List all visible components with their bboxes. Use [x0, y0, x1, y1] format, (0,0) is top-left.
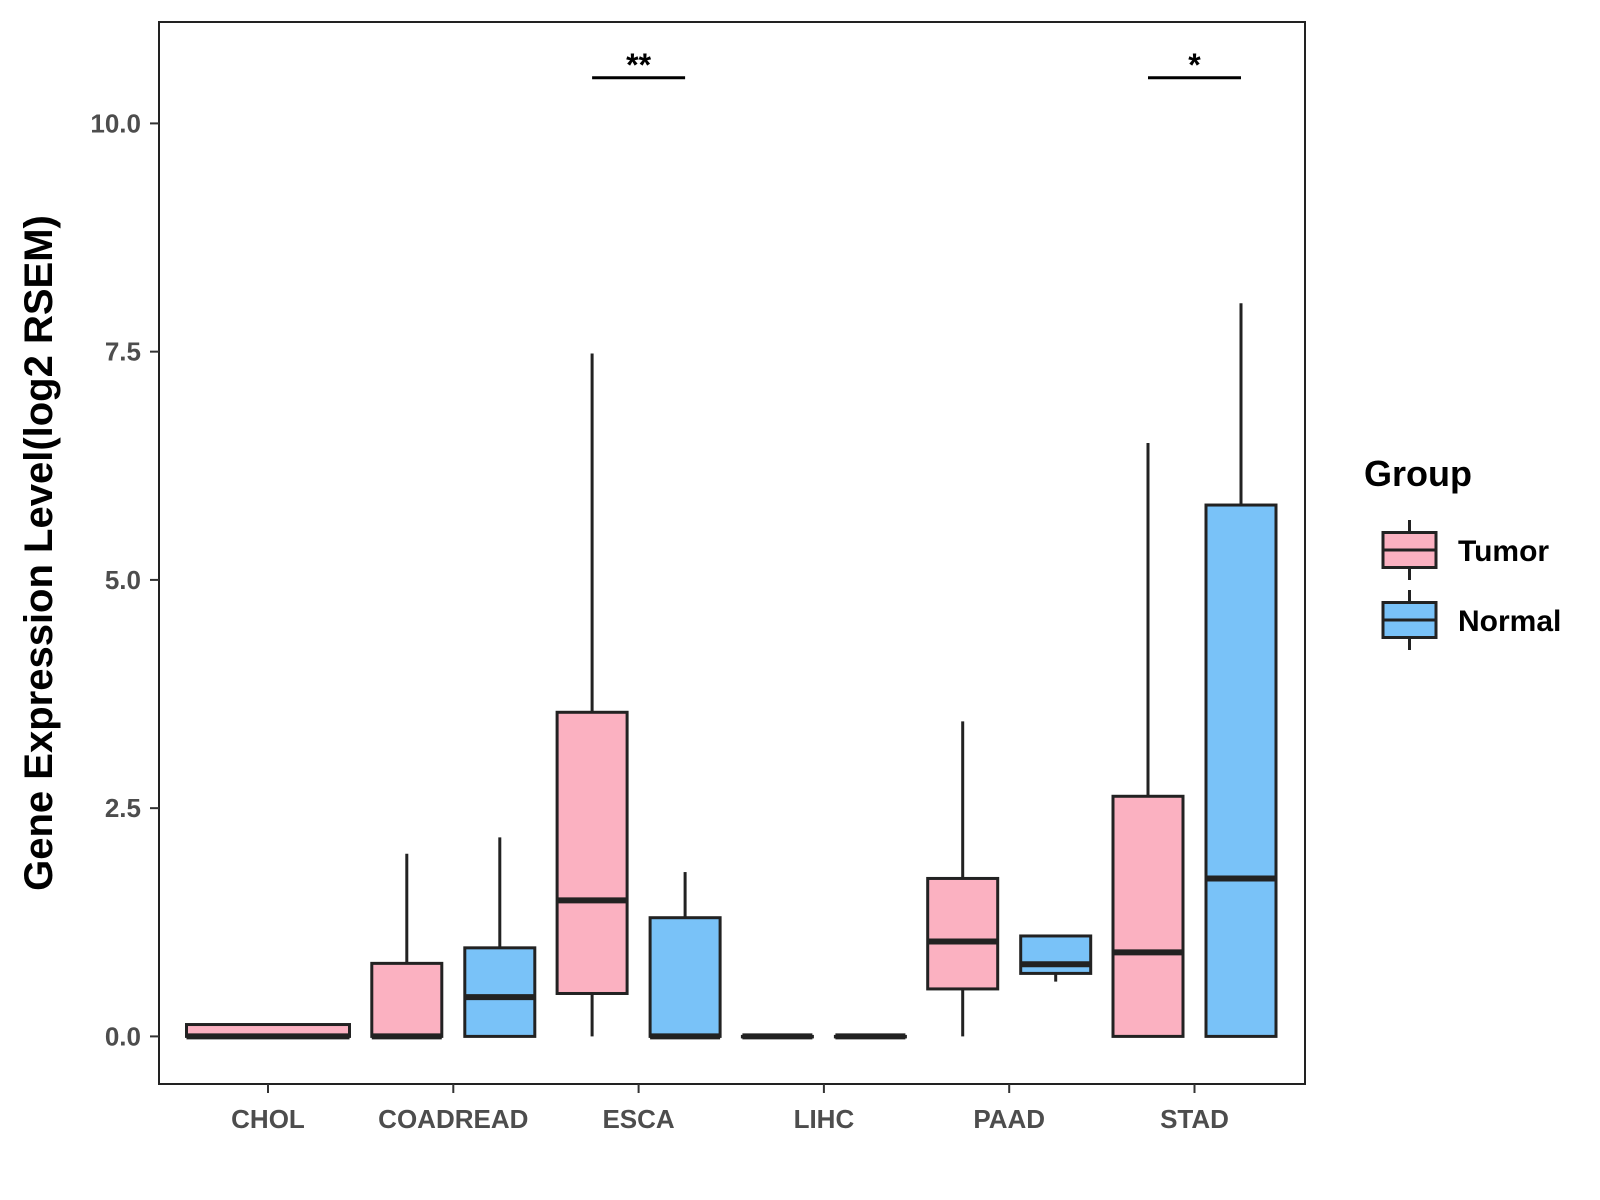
- y-tick-label: 2.5: [105, 793, 141, 823]
- x-tick-label-coadread: COADREAD: [378, 1104, 528, 1134]
- legend-label-normal: Normal: [1458, 605, 1561, 638]
- box-tumor-lihc: [740, 1033, 814, 1040]
- box-rect: [1204, 503, 1278, 1038]
- box-tumor-stad: [1111, 442, 1185, 1038]
- box-tumor-coadread: [370, 853, 444, 1040]
- x-tick-label-stad: STAD: [1160, 1104, 1229, 1134]
- significance-label: **: [626, 47, 651, 83]
- y-tick-label: 0.0: [105, 1021, 141, 1051]
- y-axis-title: Gene Expression Level(log2 RSEM): [17, 215, 61, 891]
- box-rect: [555, 710, 629, 995]
- box-tumor-esca: [555, 353, 629, 1037]
- significance-label: *: [1188, 47, 1201, 83]
- box-rect: [370, 961, 444, 1038]
- x-tick-label-chol: CHOL: [231, 1104, 305, 1134]
- legend-title: Group: [1364, 453, 1472, 494]
- box-tumor-paad: [926, 721, 1000, 1037]
- y-tick-label: 10.0: [90, 108, 141, 138]
- x-tick-label-paad: PAAD: [973, 1104, 1045, 1134]
- box-normal-paad: [1019, 934, 1093, 982]
- box-rect: [648, 916, 722, 1038]
- box-normal-stad: [1204, 303, 1278, 1038]
- box-rect: [463, 946, 537, 1038]
- box-normal-coadread: [463, 837, 537, 1038]
- x-tick-label-lihc: LIHC: [794, 1104, 855, 1134]
- x-tick-label-esca: ESCA: [602, 1104, 674, 1134]
- y-tick-label: 7.5: [105, 337, 141, 367]
- box-rect: [1111, 794, 1185, 1038]
- legend-item-tumor: Tumor: [1381, 520, 1549, 580]
- legend-item-normal: Normal: [1381, 590, 1561, 650]
- y-tick-label: 5.0: [105, 565, 141, 595]
- box-normal-lihc: [833, 1033, 907, 1040]
- box-normal-esca: [648, 872, 722, 1040]
- box-tumor-chol: [185, 1023, 351, 1040]
- box-rect: [1019, 934, 1093, 975]
- box-rect: [926, 876, 1000, 991]
- legend-label-tumor: Tumor: [1458, 535, 1549, 568]
